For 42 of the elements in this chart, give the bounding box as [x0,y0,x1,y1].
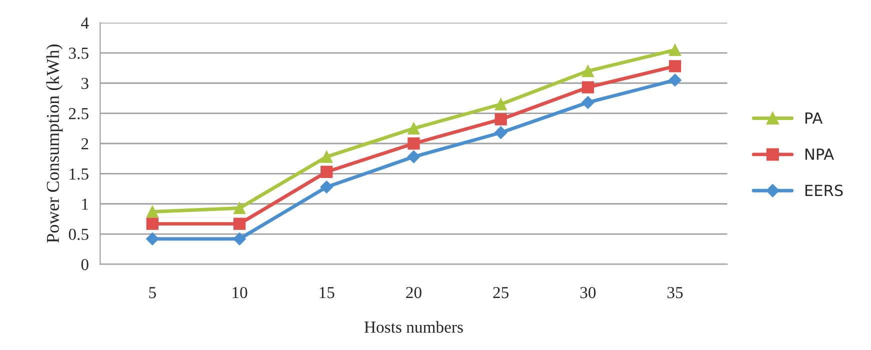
x-axis-title: Hosts numbers [364,321,463,333]
point [146,206,158,218]
legend-label: PA [805,112,823,124]
point [407,150,420,164]
y-axis-title: Power Consumption (kWh) [46,44,63,243]
y-tick-label: 0 [81,258,88,270]
legend-label: EERS [805,184,843,196]
x-tick-label: 10 [232,286,248,298]
y-tick-label: 3 [82,78,88,90]
x-tick-label: 30 [580,286,596,298]
point [582,64,594,78]
point [668,60,682,72]
x-tick-label: 35 [667,287,683,298]
legend-label: NPA [805,148,834,160]
point [582,96,594,109]
point [582,81,594,94]
point [494,98,507,110]
x-tick-label: 15 [320,287,334,298]
point [233,218,246,230]
point [408,122,420,134]
point [668,44,682,56]
y-tick-label: 2 [81,138,88,150]
y-tick-label: 1.5 [70,168,88,180]
y-tick-label: 3.5 [69,48,88,59]
y-tick-label: 1 [82,198,88,210]
point [320,166,333,178]
y-tick-label: 0.5 [68,228,88,240]
point [146,232,159,246]
x-tick-label: 20 [406,286,422,298]
point [233,232,246,246]
point [494,126,508,140]
point [233,202,246,214]
y-tick-label: 2.5 [68,108,88,120]
point [320,180,334,194]
x-tick-label: 25 [493,287,509,298]
point [320,150,333,163]
y-tick-label: 4 [81,18,89,29]
x-tick-label: 5 [149,287,156,298]
point [494,113,507,126]
point [408,137,420,150]
point [146,218,158,230]
point [668,74,682,87]
